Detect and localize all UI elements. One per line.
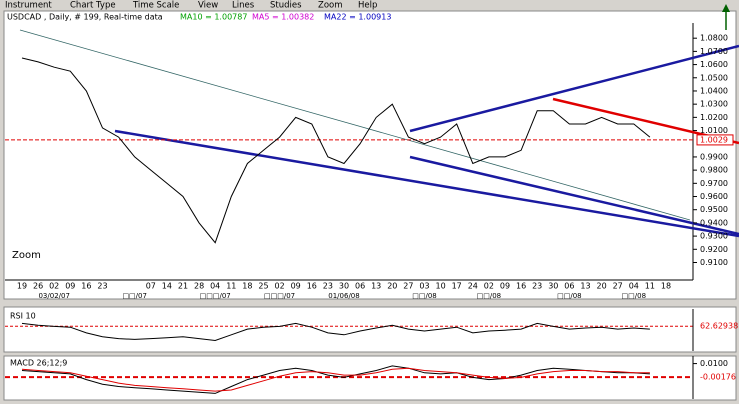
series-line	[21, 322, 650, 342]
trend-line	[409, 155, 739, 236]
x-sublabel: □□/08	[412, 292, 437, 300]
zoom-label: Zoom	[12, 250, 41, 261]
x-tick-label: 09	[500, 282, 510, 291]
x-tick-label: 25	[258, 282, 268, 291]
x-tick-label: 28	[194, 282, 204, 291]
series-line	[21, 57, 651, 244]
x-tick-label: 09	[291, 282, 301, 291]
last-price-box	[696, 134, 734, 146]
x-tick-label: 23	[97, 282, 107, 291]
x-tick-label: 16	[516, 282, 526, 291]
menu-item[interactable]: Zoom	[318, 1, 343, 11]
y-tick-label: 0.9300	[700, 232, 728, 241]
panel-title: MACD 26;12;9	[10, 359, 67, 368]
indicator-label: MA22 = 1.00913	[324, 13, 391, 22]
x-tick-label: 23	[323, 282, 333, 291]
x-tick-label: 20	[387, 282, 397, 291]
x-tick-label: 16	[307, 282, 317, 291]
trend-line	[19, 29, 691, 221]
x-tick-label: 26	[33, 282, 43, 291]
trend-line	[114, 129, 739, 238]
menu-item[interactable]: Lines	[232, 1, 255, 11]
y-tick-label: 0.9900	[700, 152, 728, 161]
x-tick-label: 20	[597, 282, 607, 291]
x-tick-label: 21	[178, 282, 188, 291]
x-sublabel: □□/08	[477, 292, 502, 300]
main-panel	[3, 10, 737, 300]
x-tick-label: 16	[81, 282, 91, 291]
x-tick-label: 06	[564, 282, 574, 291]
x-sublabel: □□□/07	[264, 292, 295, 300]
x-sublabel: □□□/07	[200, 292, 231, 300]
indicator-label: MA10 = 1.00787	[180, 13, 247, 22]
x-tick-label: 07	[146, 282, 156, 291]
x-tick-label: 13	[580, 282, 590, 291]
series-line	[21, 365, 650, 394]
x-tick-label: 23	[532, 282, 542, 291]
x-tick-label: 02	[49, 282, 59, 291]
menu-item[interactable]: Time Scale	[132, 1, 179, 11]
x-tick-label: 09	[65, 282, 75, 291]
x-tick-label: 02	[275, 282, 285, 291]
x-tick-label: 02	[484, 282, 494, 291]
level-label: -0.00176	[700, 373, 736, 382]
x-tick-label: 27	[613, 282, 623, 291]
x-tick-label: 18	[242, 282, 252, 291]
x-sublabel: □□/08	[557, 292, 582, 300]
chart-title: USDCAD , Daily, # 199, Real-time data	[7, 13, 163, 22]
menu-item[interactable]: Chart Type	[70, 1, 116, 11]
menu-bar	[0, 0, 739, 11]
x-tick-label: 14	[162, 282, 172, 291]
x-tick-label: 03	[419, 282, 429, 291]
series-line	[21, 367, 650, 392]
y-tick-label: 1.0400	[700, 86, 728, 95]
y-tick-label: 0.9800	[700, 166, 728, 175]
menu-item[interactable]: Studies	[270, 1, 302, 11]
panel-title: RSI 10	[10, 312, 36, 321]
y-tick-label: 0.9200	[700, 245, 728, 254]
level-label: 62.62938	[700, 322, 738, 331]
x-tick-label: 06	[355, 282, 365, 291]
x-sublabel: 01/06/08	[328, 292, 359, 300]
y-tick-label: 0.9500	[700, 205, 728, 214]
x-tick-label: 24	[468, 282, 478, 291]
x-tick-label: 27	[403, 282, 413, 291]
y-tick-label: 0.9100	[700, 258, 728, 267]
x-tick-label: 13	[371, 282, 381, 291]
y-tick-label: 1.0300	[700, 100, 728, 109]
y-tick-label: 1.0200	[700, 113, 728, 122]
x-sublabel: □□/07	[122, 292, 147, 300]
y-tick-label: 1.0600	[700, 60, 728, 69]
x-tick-label: 18	[661, 282, 671, 291]
indicator-label: MA5 = 1.00382	[252, 13, 314, 22]
x-tick-label: 11	[645, 282, 655, 291]
x-tick-label: 30	[548, 282, 558, 291]
y-tick-label: 1.0800	[700, 34, 728, 43]
menu-item[interactable]: View	[198, 1, 218, 11]
y-tick-label: 0.9700	[700, 179, 728, 188]
menu-item[interactable]: Instrument	[5, 1, 52, 11]
scroll-arrow-head	[722, 4, 730, 12]
y-tick-label: 0.9400	[700, 218, 728, 227]
y-tick-label: 1.0500	[700, 73, 728, 82]
x-tick-label: 19	[17, 282, 27, 291]
x-sublabel: □□/08	[622, 292, 647, 300]
x-tick-label: 04	[210, 282, 220, 291]
x-tick-label: 10	[436, 282, 446, 291]
trend-line	[409, 44, 739, 133]
menu-item[interactable]: Help	[358, 1, 377, 11]
x-tick-label: 17	[452, 282, 462, 291]
x-tick-label: 11	[226, 282, 236, 291]
y-tick-label: 1.0700	[700, 47, 728, 56]
y-tick-label: 0.0100	[700, 359, 728, 368]
x-sublabel: 03/02/07	[38, 292, 69, 300]
last-price-label: 1.0029	[700, 135, 728, 144]
x-tick-label: 04	[629, 282, 639, 291]
y-tick-label: 1.0100	[700, 126, 728, 135]
x-tick-label: 30	[339, 282, 349, 291]
y-tick-label: 0.9600	[700, 192, 728, 201]
chart-layer: Instrument Chart Type Time Scale View Lines S…	[5, 1, 738, 399]
